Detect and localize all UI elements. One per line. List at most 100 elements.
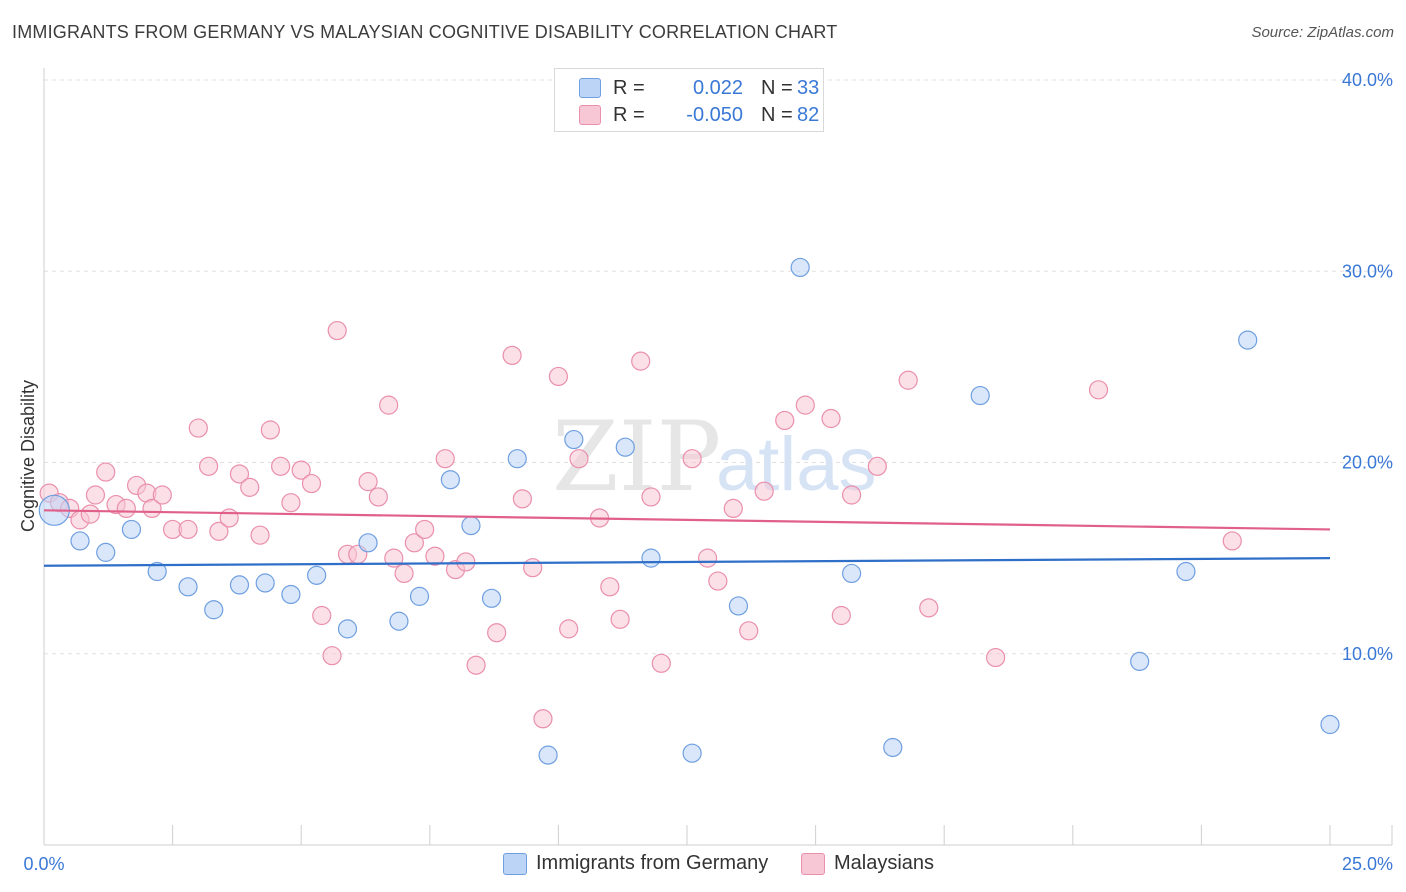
malaysians-point	[697, 548, 718, 568]
germany-point	[147, 561, 167, 582]
malaysians-point	[404, 533, 424, 553]
r-label: R =	[613, 77, 645, 99]
gridlines	[44, 79, 1392, 655]
germany-point	[615, 437, 635, 457]
malaysians-point	[209, 521, 229, 541]
germany-point	[1320, 714, 1340, 735]
malaysians-point	[569, 449, 589, 469]
source-credit: Source: ZipAtlas.com	[1251, 24, 1394, 41]
y-tick-label: 20.0%	[1342, 453, 1393, 473]
malaysians-point	[425, 546, 445, 566]
malaysians-point	[986, 647, 1006, 668]
germany-points	[38, 257, 1340, 765]
germany-trend-line	[43, 557, 1331, 567]
germany-point	[70, 531, 90, 551]
malaysians-point	[795, 395, 815, 415]
malaysians-point	[250, 525, 270, 545]
malaysians-point	[271, 456, 291, 476]
malaysians-point	[641, 487, 661, 507]
malaysians-point	[435, 449, 455, 469]
axes	[43, 68, 1393, 846]
malaysians-point	[456, 552, 476, 572]
malaysians-point	[708, 571, 728, 591]
malaysians-point	[80, 504, 100, 524]
y-tick-label: 30.0%	[1342, 261, 1393, 281]
germany-point	[970, 385, 990, 406]
germany-point	[281, 584, 301, 605]
malaysians-point	[533, 709, 553, 729]
germany-point	[229, 575, 250, 595]
malaysians-point	[867, 456, 887, 476]
malaysians-point	[199, 456, 219, 476]
germany-swatch	[503, 853, 527, 875]
germany-point	[178, 577, 198, 597]
n-label: N =	[761, 77, 793, 99]
malaysians-point	[739, 621, 759, 641]
chart-title: IMMIGRANTS FROM GERMANY VS MALAYSIAN COG…	[12, 22, 838, 42]
malaysians-point	[821, 408, 841, 429]
n-value: 82	[797, 104, 820, 126]
germany-point	[121, 519, 142, 540]
malaysians-point	[312, 605, 332, 626]
malaysians-point	[1088, 380, 1109, 400]
malaysians-point	[188, 418, 208, 438]
malaysians-point	[96, 462, 116, 482]
malaysians-point	[898, 370, 918, 390]
germany-point	[842, 563, 862, 584]
germany-point	[790, 257, 810, 278]
legend-label: Immigrants from Germany	[536, 852, 769, 874]
x-tick-label: 0.0%	[23, 854, 64, 874]
malaysians-point	[322, 646, 342, 666]
germany-point	[255, 573, 275, 593]
germany-point	[1176, 561, 1196, 582]
malaysians-point	[775, 410, 795, 431]
germany-point	[682, 743, 702, 763]
y-tick-label: 10.0%	[1342, 644, 1393, 664]
malaysians-point	[1222, 531, 1242, 551]
malaysians-point	[260, 420, 280, 440]
germany-point	[728, 596, 749, 616]
malaysians-point	[631, 351, 651, 371]
y-axis-label: Cognitive Disability	[18, 380, 38, 532]
germany-point	[883, 737, 903, 758]
germany-point	[1130, 651, 1150, 672]
germany-point	[641, 548, 661, 568]
malaysians-point	[610, 609, 630, 629]
germany-point	[564, 429, 584, 450]
malaysians-point	[487, 623, 507, 643]
malaysians-point	[85, 485, 106, 505]
malaysians-trend-line	[43, 509, 1331, 531]
tick-labels: 10.0% 20.0% 30.0% 40.0% 0.0% 25.0%	[23, 70, 1393, 874]
malaysians-swatch	[579, 105, 601, 125]
n-label: N =	[761, 104, 793, 126]
stats-legend: R = 0.022 N = 33 R = -0.050 N = 82	[554, 68, 824, 132]
y-tick-label: 40.0%	[1342, 70, 1393, 90]
malaysians-point	[919, 598, 939, 618]
malaysians-swatch	[801, 853, 825, 875]
germany-point	[440, 470, 460, 490]
malaysians-point	[358, 472, 378, 492]
malaysians-point	[219, 508, 239, 528]
germany-point	[409, 586, 430, 606]
x-tick-label: 25.0%	[1342, 854, 1393, 874]
malaysians-point	[502, 345, 522, 365]
germany-point	[204, 600, 224, 620]
malaysians-point	[548, 366, 569, 387]
germany-point	[461, 516, 481, 536]
malaysians-point	[723, 498, 743, 518]
malaysians-point	[281, 493, 301, 513]
malaysians-point	[379, 395, 399, 415]
malaysians-point	[152, 485, 172, 505]
germany-point	[358, 533, 378, 553]
malaysians-point	[523, 558, 543, 578]
malaysians-point	[116, 498, 136, 518]
malaysians-point	[600, 577, 620, 597]
germany-point	[507, 449, 527, 469]
germany-point	[307, 565, 327, 585]
germany-point	[96, 542, 116, 562]
malaysians-point	[301, 473, 322, 494]
malaysians-point	[291, 460, 311, 480]
r-value: 0.022	[692, 77, 743, 99]
germany-point	[538, 745, 558, 765]
malaysians-point	[368, 487, 388, 507]
